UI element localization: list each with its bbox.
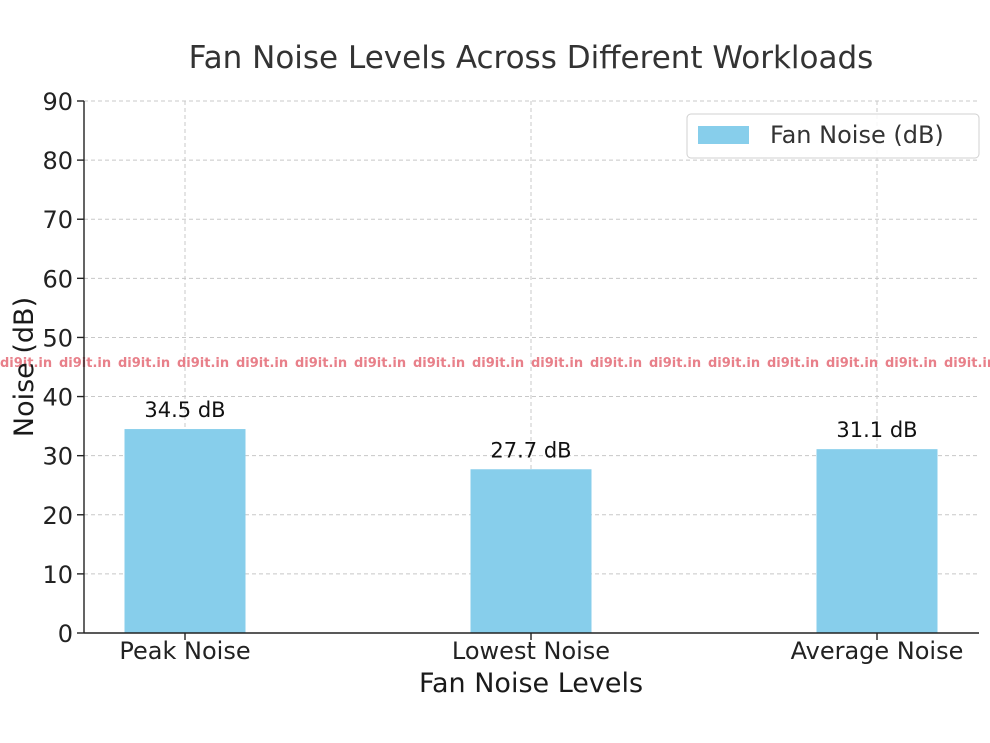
watermark-text: di9it.in (177, 356, 229, 371)
y-tick-label: 80 (42, 147, 73, 175)
watermark-text: di9it.in (826, 356, 878, 371)
y-tick-label: 40 (42, 384, 73, 412)
x-tick-label: Average Noise (791, 637, 964, 665)
x-tick-label: Lowest Noise (452, 637, 610, 665)
watermark-text: di9it.in (590, 356, 642, 371)
y-tick-label: 70 (42, 206, 73, 234)
y-tick-label: 60 (42, 265, 73, 293)
y-axis-label: Noise (dB) (9, 297, 40, 437)
watermark-text: di9it.in (413, 356, 465, 371)
watermark-text: di9it.in (118, 356, 170, 371)
watermark-text: di9it.in (0, 356, 52, 371)
watermark-text: di9it.in (59, 356, 111, 371)
y-tick-label: 10 (42, 561, 73, 589)
watermark-text: di9it.in (767, 356, 819, 371)
watermark-text: di9it.in (531, 356, 583, 371)
bar (124, 429, 246, 633)
x-tick-label: Peak Noise (119, 637, 250, 665)
legend-box (686, 113, 980, 159)
x-axis-label: Fan Noise Levels (419, 668, 643, 699)
data-label: 31.1 dB (836, 418, 917, 442)
watermark-text: di9it.in (708, 356, 760, 371)
legend: Fan Noise (dB) (686, 113, 980, 159)
watermark-text: di9it.in (885, 356, 937, 371)
axes: 0 10 20 30 40 50 60 70 80 90 Peak Noise Lowest Nois… (42, 88, 979, 665)
watermark-text: di9it.in (354, 356, 406, 371)
watermark-text: di9it.in (295, 356, 347, 371)
y-tick-label: 30 (42, 443, 73, 471)
legend-swatch (698, 126, 749, 144)
watermark: di9it.in di9it.in di9it.in di9it.in di9it.in… (0, 356, 990, 371)
data-label: 34.5 dB (144, 398, 225, 422)
bar (470, 469, 592, 633)
y-tick-label: 50 (42, 324, 73, 352)
y-tick-label: 20 (42, 502, 73, 530)
data-labels: 34.5 dB 27.7 dB 31.1 dB (144, 398, 917, 462)
legend-label: Fan Noise (dB) (770, 121, 944, 149)
bar (816, 449, 938, 633)
watermark-text: di9it.in (944, 356, 990, 371)
watermark-text: di9it.in (472, 356, 524, 371)
y-tick-label: 0 (58, 620, 73, 648)
chart-title: Fan Noise Levels Across Different Worklo… (189, 40, 874, 76)
watermark-text: di9it.in (236, 356, 288, 371)
data-label: 27.7 dB (490, 438, 571, 462)
y-tick-label: 90 (42, 88, 73, 116)
bars (124, 429, 938, 633)
watermark-text: di9it.in (649, 356, 701, 371)
